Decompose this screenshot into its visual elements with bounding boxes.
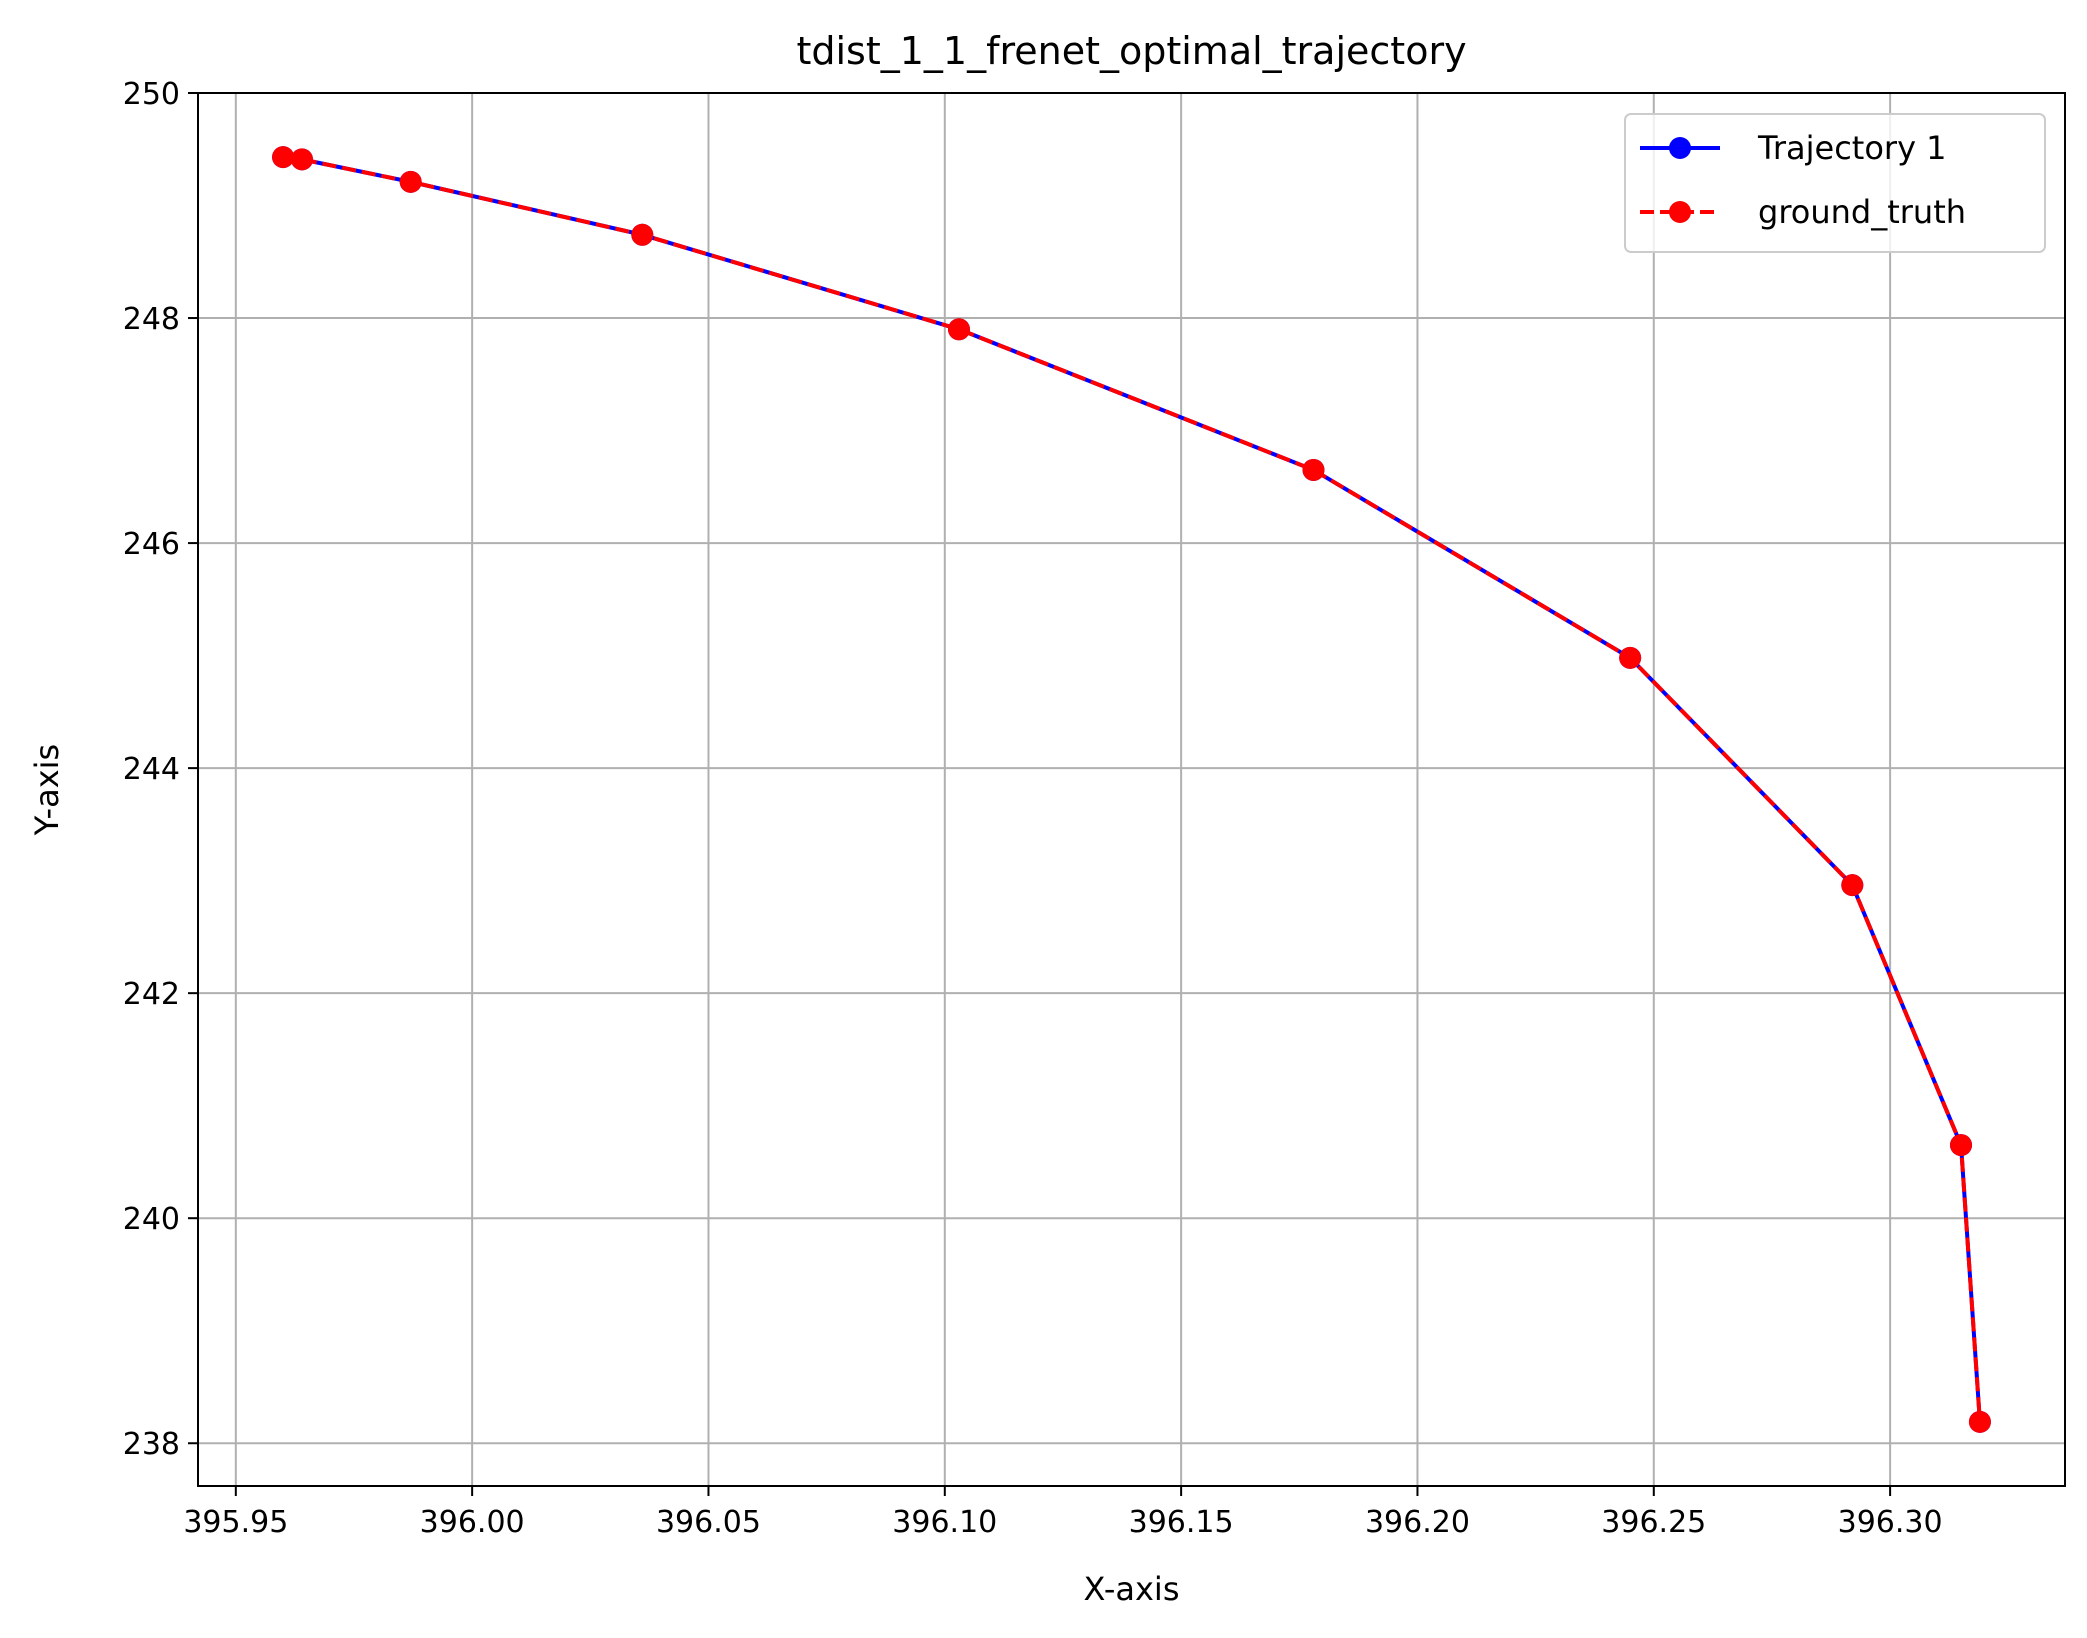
plot-frame bbox=[197, 92, 2066, 1487]
legend: Trajectory 1 ground_truth bbox=[1624, 113, 2046, 253]
y-axis-label: Y-axis bbox=[28, 744, 66, 836]
y-tick-label: 248 bbox=[123, 302, 180, 337]
x-tick-label: 396.30 bbox=[1838, 1505, 1943, 1540]
x-tick-label: 396.20 bbox=[1365, 1505, 1470, 1540]
x-tick-label: 396.05 bbox=[656, 1505, 761, 1540]
x-tick-label: 396.25 bbox=[1601, 1505, 1706, 1540]
series-point-1 bbox=[272, 146, 295, 169]
series-point-1 bbox=[1302, 458, 1325, 481]
y-tick-label: 250 bbox=[123, 77, 180, 112]
series-point-1 bbox=[1841, 874, 1864, 897]
legend-label-0: Trajectory 1 bbox=[1757, 129, 1947, 167]
series-point-1 bbox=[1968, 1410, 1991, 1433]
x-tick-label: 396.00 bbox=[420, 1505, 525, 1540]
series-line-1 bbox=[282, 155, 1982, 1422]
x-tick-label: 396.15 bbox=[1129, 1505, 1234, 1540]
series-point-1 bbox=[947, 318, 970, 341]
legend-box bbox=[1624, 113, 2046, 253]
y-tick-label: 238 bbox=[123, 1427, 180, 1462]
series-point-1 bbox=[1619, 646, 1642, 669]
chart-title: tdist_1_1_frenet_optimal_trajectory bbox=[796, 29, 1466, 73]
series-point-1 bbox=[399, 170, 422, 193]
legend-marker-0 bbox=[1669, 137, 1691, 159]
plot-series bbox=[272, 146, 1991, 1433]
y-tick-label: 240 bbox=[123, 1202, 180, 1237]
x-axis-label: X-axis bbox=[1084, 1570, 1180, 1608]
y-tick-label: 246 bbox=[123, 527, 180, 562]
axis-ticks: 395.95 396.00 396.05 396.10 396.15 396.20 396.… bbox=[123, 77, 1943, 1540]
legend-marker-1 bbox=[1669, 201, 1691, 223]
x-tick-label: 396.10 bbox=[892, 1505, 997, 1540]
series-point-1 bbox=[1950, 1134, 1973, 1157]
y-tick-label: 242 bbox=[123, 977, 180, 1012]
legend-entries: Trajectory 1 ground_truth bbox=[1640, 129, 1966, 231]
series-point-1 bbox=[631, 223, 654, 246]
x-tick-label: 395.95 bbox=[183, 1505, 288, 1540]
series-point-1 bbox=[290, 148, 313, 171]
legend-label-1: ground_truth bbox=[1758, 193, 1966, 231]
y-tick-label: 244 bbox=[123, 752, 180, 787]
